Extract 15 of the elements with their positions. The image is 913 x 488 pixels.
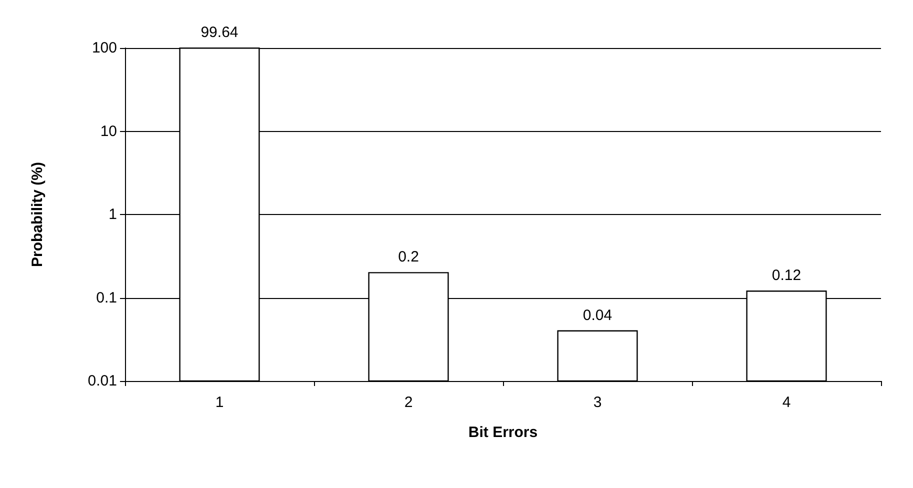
- x-tick-label: 3: [593, 394, 602, 411]
- y-tick-label: 10: [100, 122, 117, 140]
- y-tick-label: 0.1: [96, 289, 117, 306]
- y-tick-label: 0.01: [88, 372, 117, 390]
- y-tick-label: 1: [108, 206, 117, 223]
- data-label: 0.04: [582, 306, 612, 324]
- x-tick-label: 1: [215, 394, 224, 411]
- x-tick-label: 2: [404, 394, 413, 411]
- x-tick-label: 4: [782, 394, 791, 411]
- x-axis-title: Bit Errors: [468, 424, 538, 441]
- data-label: 99.64: [200, 24, 238, 42]
- data-label: 0.2: [398, 248, 419, 266]
- data-label: 0.12: [772, 267, 802, 284]
- y-tick-label: 100: [92, 40, 117, 56]
- y-axis-title: Probability (%): [29, 162, 46, 268]
